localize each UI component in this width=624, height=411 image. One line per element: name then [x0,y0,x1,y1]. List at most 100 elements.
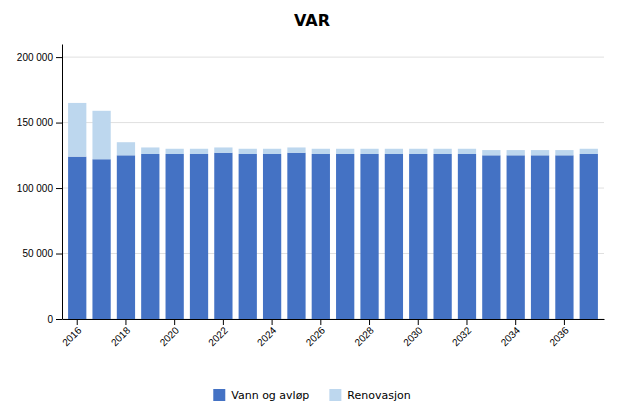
tick-label: 2016 [60,324,84,348]
bar [433,149,451,154]
bar [190,149,208,154]
tick-mark [320,319,321,325]
tick-mark [418,319,419,325]
bar [531,150,549,155]
bar [555,155,573,319]
bar [482,150,500,155]
legend-item: Renovasjon [329,389,410,402]
tick-mark [223,319,224,325]
bar [312,149,330,154]
tick: 2022 [206,319,230,348]
bar [360,154,378,319]
bar [482,155,500,319]
bar [385,149,403,154]
grid [62,57,604,319]
tick-label: 200 000 [17,52,54,63]
tick-label: 150 000 [17,117,54,128]
bar [385,154,403,319]
bar [580,154,598,319]
tick-mark [56,57,62,58]
tick-label: 2030 [401,324,425,348]
bar [312,154,330,319]
tick-mark [466,319,467,325]
tick: 2030 [401,319,425,348]
tick-label: 2018 [109,324,133,348]
bar [409,154,427,319]
title: VAR [294,11,330,30]
bar [190,154,208,319]
tick-label: 2028 [352,324,376,348]
x-axis: 2016 2018 2020 2022 2024 2026 2028 2030 2032 2034… [60,319,604,348]
bar [336,154,354,319]
tick-label: 2020 [158,324,182,348]
tick-label: 2022 [206,324,230,348]
bar [458,154,476,319]
axis-line [62,45,63,320]
bar [287,153,305,319]
tick: 2016 [60,319,84,348]
bar [507,155,525,319]
legend-swatch [329,389,341,401]
bar [336,149,354,154]
tick-mark [174,319,175,325]
bar [263,154,281,319]
tick-mark [272,319,273,325]
tick-label: 2036 [547,324,571,348]
tick-label: 2034 [499,324,523,348]
bar [214,153,232,319]
tick: 50 000 [22,248,62,259]
grid-line [62,57,604,58]
tick-label: 0 [47,314,53,325]
bars [68,103,598,319]
bar [166,154,184,319]
tick: 2032 [450,319,474,348]
bar [239,154,257,319]
bar [263,149,281,154]
axis-line [63,319,605,320]
bar [166,149,184,154]
tick: 2024 [255,319,279,348]
tick: 2020 [158,319,182,348]
bar [68,103,86,157]
tick-mark [56,123,62,124]
bar [458,149,476,154]
plot: 0 50 000 100 000 150 000 200 000 2016 2018 2020… [17,45,605,349]
bar [531,155,549,319]
tick: 200 000 [17,52,62,63]
bar [555,150,573,155]
legend-label: Renovasjon [347,389,410,402]
tick-label: 2032 [450,324,474,348]
tick: 2018 [109,319,133,348]
bar-series [68,153,598,319]
y-axis: 0 50 000 100 000 150 000 200 000 [17,45,63,325]
bar [117,155,135,319]
bar [117,142,135,155]
tick: 100 000 [17,183,62,194]
tick-mark [56,254,62,255]
tick: 2036 [547,319,571,348]
tick-mark [369,319,370,325]
bar [287,147,305,152]
bar [68,157,86,319]
tick-label: 50 000 [22,248,53,259]
bar [92,111,110,159]
bar [507,150,525,155]
bar [580,149,598,154]
legend-item: Vann og avløp [213,389,309,402]
tick-mark [77,319,78,325]
bar [141,147,159,154]
tick: 2034 [499,319,523,348]
tick-mark [515,319,516,325]
tick-mark [564,319,565,325]
tick: 2026 [304,319,328,348]
bar [141,154,159,319]
tick: 2028 [352,319,376,348]
legend-label: Vann og avløp [231,389,309,402]
bar [409,149,427,154]
tick-mark [56,319,62,320]
chart: 0 50 000 100 000 150 000 200 000 2016 2018 2020… [0,0,624,411]
bar [92,159,110,319]
legend: Vann og avløp Renovasjon [213,389,410,402]
tick-mark [125,319,126,325]
grid-line [62,122,604,123]
